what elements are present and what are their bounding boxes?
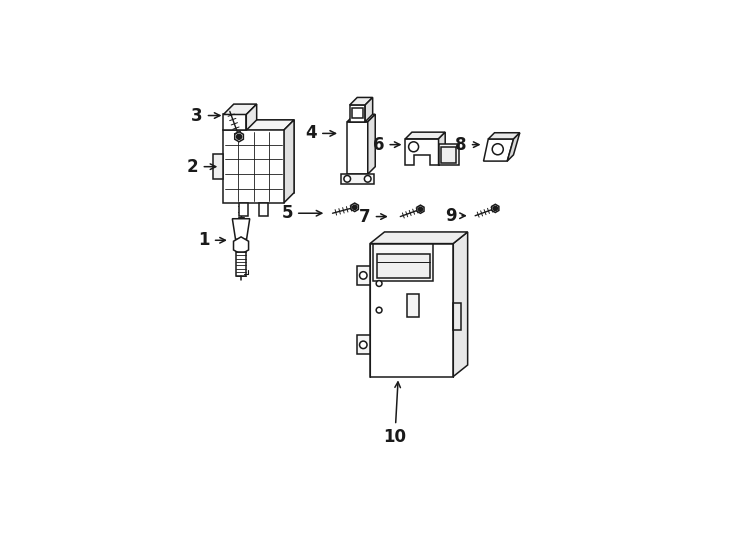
Polygon shape <box>438 132 446 165</box>
Polygon shape <box>341 174 374 184</box>
Polygon shape <box>247 104 257 130</box>
Text: 10: 10 <box>383 382 407 446</box>
Polygon shape <box>357 335 370 354</box>
Polygon shape <box>233 237 249 254</box>
Polygon shape <box>366 97 373 122</box>
Polygon shape <box>370 244 453 377</box>
Bar <box>440 147 457 163</box>
Text: 6: 6 <box>373 136 400 154</box>
Polygon shape <box>453 232 468 377</box>
Polygon shape <box>357 266 370 285</box>
Polygon shape <box>347 114 375 122</box>
Circle shape <box>364 176 371 182</box>
Text: 5: 5 <box>282 204 321 222</box>
Text: 4: 4 <box>305 124 335 143</box>
Text: 8: 8 <box>455 136 479 154</box>
Polygon shape <box>283 120 294 203</box>
Polygon shape <box>223 120 294 130</box>
Polygon shape <box>235 132 244 142</box>
Text: 7: 7 <box>359 207 386 226</box>
Circle shape <box>344 176 351 182</box>
Polygon shape <box>233 219 250 239</box>
Circle shape <box>493 206 498 211</box>
Polygon shape <box>259 203 269 217</box>
Polygon shape <box>417 205 424 213</box>
Polygon shape <box>223 130 283 203</box>
Circle shape <box>377 281 382 286</box>
Polygon shape <box>370 232 468 244</box>
Polygon shape <box>223 114 247 130</box>
Circle shape <box>352 205 357 210</box>
Polygon shape <box>223 104 257 114</box>
Bar <box>377 254 430 278</box>
Circle shape <box>236 134 241 139</box>
Bar <box>236 252 246 275</box>
Text: 2: 2 <box>187 158 216 176</box>
Bar <box>352 108 363 118</box>
Polygon shape <box>239 203 247 217</box>
Text: 3: 3 <box>191 106 220 125</box>
Circle shape <box>409 142 418 152</box>
Polygon shape <box>351 203 358 212</box>
Polygon shape <box>405 132 446 139</box>
Polygon shape <box>492 204 499 212</box>
Polygon shape <box>368 114 375 174</box>
Polygon shape <box>233 120 294 193</box>
Polygon shape <box>213 154 223 179</box>
Text: 9: 9 <box>445 207 465 225</box>
Polygon shape <box>484 139 514 161</box>
Polygon shape <box>349 97 373 105</box>
Polygon shape <box>488 133 520 139</box>
Circle shape <box>418 207 423 211</box>
Polygon shape <box>374 244 433 281</box>
Polygon shape <box>347 122 368 174</box>
Circle shape <box>360 341 367 349</box>
Polygon shape <box>407 294 419 317</box>
Polygon shape <box>453 303 460 330</box>
Polygon shape <box>349 105 366 122</box>
Polygon shape <box>507 133 520 161</box>
Circle shape <box>360 272 367 279</box>
Polygon shape <box>438 144 459 165</box>
Text: 1: 1 <box>198 231 225 249</box>
Polygon shape <box>405 139 438 165</box>
Circle shape <box>493 144 504 155</box>
Circle shape <box>377 307 382 313</box>
